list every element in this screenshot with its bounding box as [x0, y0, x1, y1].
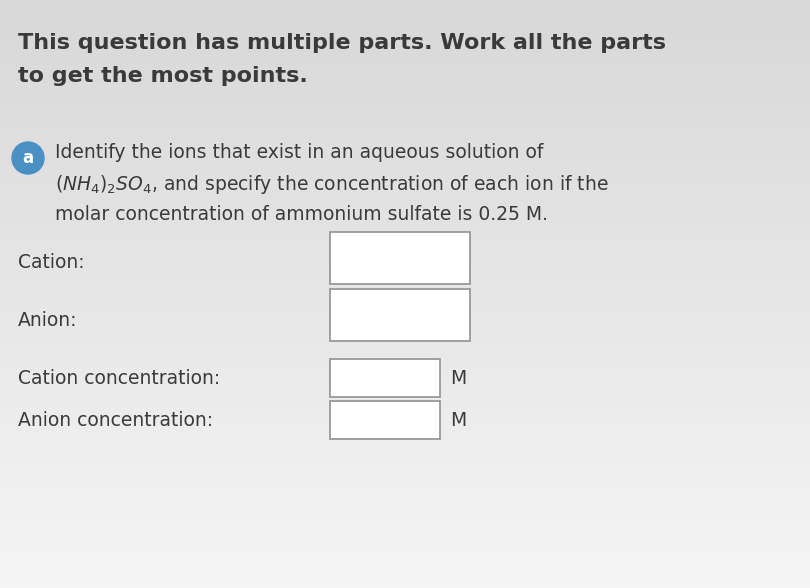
- Text: molar concentration of ammonium sulfate is 0.25 M.: molar concentration of ammonium sulfate …: [55, 205, 548, 224]
- Text: to get the most points.: to get the most points.: [18, 66, 308, 86]
- Text: M: M: [450, 410, 467, 429]
- Text: This question has multiple parts. Work all the parts: This question has multiple parts. Work a…: [18, 33, 666, 53]
- FancyBboxPatch shape: [330, 289, 470, 341]
- FancyBboxPatch shape: [330, 359, 440, 397]
- FancyBboxPatch shape: [330, 232, 470, 284]
- Text: a: a: [23, 149, 33, 167]
- Circle shape: [12, 142, 44, 174]
- Text: Cation concentration:: Cation concentration:: [18, 369, 220, 387]
- Text: Identify the ions that exist in an aqueous solution of: Identify the ions that exist in an aqueo…: [55, 143, 544, 162]
- Text: Cation:: Cation:: [18, 253, 84, 272]
- Text: $(NH_4)_2SO_4$, and specify the concentration of each ion if the: $(NH_4)_2SO_4$, and specify the concentr…: [55, 173, 608, 196]
- Text: Anion:: Anion:: [18, 310, 78, 329]
- FancyBboxPatch shape: [330, 401, 440, 439]
- Text: Anion concentration:: Anion concentration:: [18, 410, 213, 429]
- Text: M: M: [450, 369, 467, 387]
